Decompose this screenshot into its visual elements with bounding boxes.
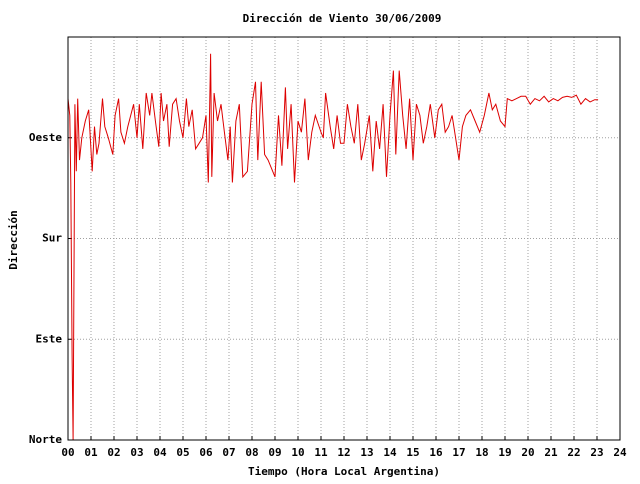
x-tick-label: 21 [544, 446, 558, 459]
x-tick-label: 05 [176, 446, 189, 459]
x-tick-label: 01 [84, 446, 98, 459]
y-tick-label: Sur [42, 232, 62, 245]
plot-border [67, 36, 621, 441]
x-tick-label: 22 [567, 446, 580, 459]
x-tick-label: 07 [222, 446, 235, 459]
x-tick-label: 23 [590, 446, 603, 459]
x-tick-label: 17 [452, 446, 465, 459]
x-tick-label: 19 [498, 446, 511, 459]
y-axis-label: Dirección [7, 210, 20, 270]
x-tick-label: 08 [245, 446, 258, 459]
x-tick-label: 02 [107, 446, 120, 459]
x-tick-label: 20 [521, 446, 534, 459]
x-tick-label: 12 [337, 446, 350, 459]
x-tick-label: 16 [429, 446, 443, 459]
x-tick-label: 00 [61, 446, 74, 459]
x-tick-label: 10 [291, 446, 304, 459]
x-axis-label: Tiempo (Hora Local Argentina) [248, 465, 440, 478]
x-tick-label: 06 [199, 446, 213, 459]
x-tick-label: 15 [406, 446, 419, 459]
x-tick-label: 04 [153, 446, 167, 459]
y-tick-label: Norte [29, 433, 62, 446]
x-tick-label: 09 [268, 446, 281, 459]
x-tick-label: 24 [613, 446, 627, 459]
y-tick-label: Este [36, 332, 63, 345]
x-tick-label: 03 [130, 446, 143, 459]
x-tick-label: 18 [475, 446, 488, 459]
x-tick-label: 11 [314, 446, 328, 459]
x-tick-label: 13 [360, 446, 373, 459]
x-tick-label: 14 [383, 446, 397, 459]
chart-title: Dirección de Viento 30/06/2009 [243, 12, 442, 25]
y-tick-label: Oeste [29, 131, 62, 144]
data-line [67, 53, 599, 441]
